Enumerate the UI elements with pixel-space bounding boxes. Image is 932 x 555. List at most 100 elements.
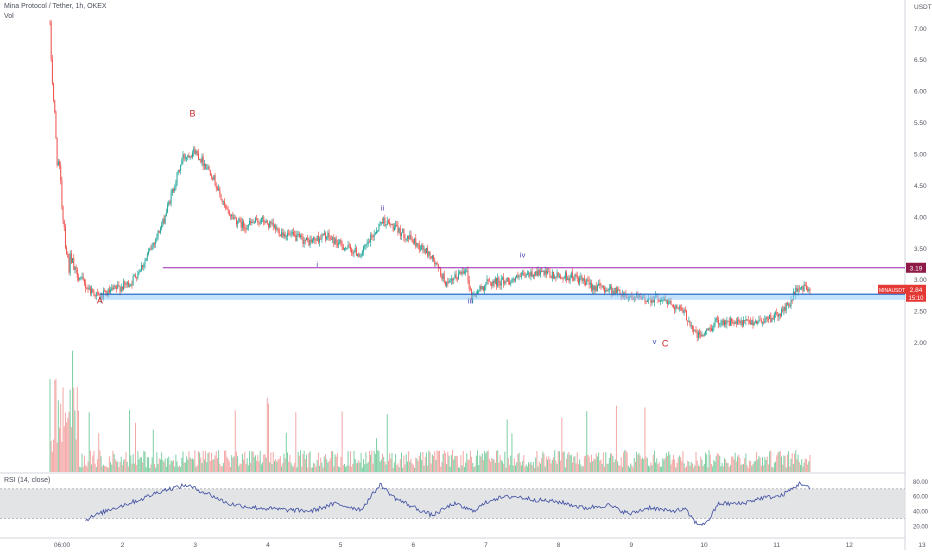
candle-body — [587, 279, 589, 281]
volume-bar — [393, 462, 395, 472]
volume-bar — [176, 461, 178, 472]
candle-body — [334, 238, 336, 245]
candle-body — [382, 222, 383, 224]
candle-body — [329, 238, 331, 240]
candle-body — [593, 285, 595, 291]
candle-body — [186, 157, 188, 158]
volume-bar — [129, 409, 131, 472]
candle-body — [694, 330, 696, 332]
volume-bar — [593, 458, 595, 472]
volume-bar — [667, 455, 668, 472]
volume-bar — [260, 464, 262, 472]
candle-body — [463, 271, 465, 274]
volume-bar — [614, 459, 616, 472]
candle-body — [380, 222, 382, 223]
candle-body — [332, 237, 334, 240]
candle-body — [265, 220, 267, 223]
volume-bar — [78, 410, 79, 472]
volume-bar — [225, 450, 227, 472]
candle-body — [520, 274, 522, 277]
volume-bar — [488, 458, 490, 472]
volume-bar — [630, 463, 632, 472]
time-tick-label: 9 — [629, 542, 633, 549]
candle-body — [645, 300, 647, 302]
volume-bar — [671, 459, 673, 472]
candle-body — [372, 236, 374, 238]
candle-body — [93, 291, 95, 296]
volume-bar — [85, 464, 87, 472]
candle-body — [321, 234, 323, 240]
volume-bar — [784, 455, 786, 472]
price-tick-label: 4.50 — [914, 183, 927, 190]
volume-bar — [485, 453, 487, 472]
volume-bar — [741, 464, 743, 472]
candle-body — [66, 247, 68, 254]
candle-body — [781, 309, 782, 316]
candle-body — [715, 318, 717, 322]
volume-bar — [178, 465, 180, 472]
volume-bar — [121, 465, 123, 472]
candle-body — [513, 279, 515, 281]
candle-body — [333, 237, 335, 245]
candle-body — [427, 248, 429, 256]
candle-body — [557, 272, 559, 277]
candle-body — [659, 300, 661, 302]
candle-body — [777, 313, 779, 317]
volume-bar — [323, 456, 325, 472]
candle-body — [665, 300, 667, 302]
candle-body — [415, 238, 417, 247]
candle-body — [499, 283, 501, 286]
volume-bar — [60, 403, 62, 472]
volume-bar — [144, 451, 146, 472]
volume-bar — [383, 456, 385, 472]
candle-body — [85, 283, 87, 289]
volume-bar — [696, 460, 698, 472]
volume-bar — [338, 466, 340, 472]
volume-bar — [519, 461, 521, 472]
candle-body — [535, 271, 537, 276]
volume-bar — [292, 466, 294, 472]
volume-bar — [665, 452, 667, 472]
candle-body — [766, 317, 768, 320]
volume-bar — [712, 466, 714, 472]
wave-label-A: A — [97, 296, 103, 306]
volume-bar — [626, 452, 628, 472]
candle-body — [159, 228, 161, 233]
volume-bar — [380, 459, 382, 472]
volume-bar — [482, 460, 484, 472]
volume-bar — [656, 458, 658, 472]
volume-bar — [268, 403, 269, 472]
candle-body — [203, 163, 205, 166]
candle-body — [314, 237, 316, 241]
candle-body — [154, 243, 155, 245]
volume-bar — [379, 461, 381, 472]
candle-body — [542, 270, 544, 272]
volume-bar — [171, 461, 173, 472]
candle-body — [88, 287, 90, 290]
volume-bar — [102, 464, 104, 472]
volume-bar — [598, 452, 600, 472]
candle-body — [238, 218, 240, 223]
candle-body — [484, 286, 486, 291]
volume-bar — [714, 461, 716, 472]
candle-body — [506, 277, 508, 282]
candle-body — [162, 218, 164, 226]
candle-body — [572, 272, 573, 278]
volume-bar — [263, 454, 265, 472]
candle-body — [228, 210, 230, 216]
candle-body — [306, 237, 307, 241]
candle-body — [568, 278, 570, 281]
candle-body — [190, 156, 192, 158]
volume-bar — [688, 461, 690, 472]
volume-bar — [528, 462, 530, 472]
volume-bar — [199, 452, 201, 472]
candle-body — [201, 156, 203, 163]
volume-bar — [659, 466, 661, 472]
candle-body — [55, 112, 57, 139]
candle-body — [734, 321, 736, 324]
candle-body — [588, 280, 590, 285]
price-tick-label: 2.50 — [914, 309, 927, 316]
volume-bar — [195, 466, 197, 472]
volume-bar — [682, 451, 684, 472]
